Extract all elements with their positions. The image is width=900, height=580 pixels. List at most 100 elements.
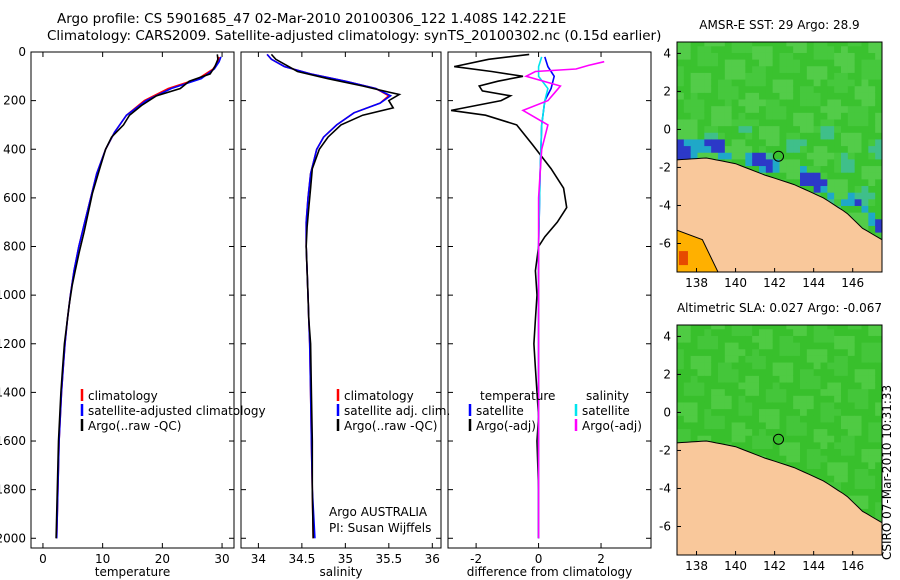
- x-tick-label: 146: [841, 559, 864, 573]
- field-cell: [752, 52, 760, 60]
- field-cell: [683, 99, 692, 107]
- field-cell: [800, 435, 808, 443]
- field-cell: [738, 375, 746, 383]
- field-cell: [690, 368, 698, 376]
- field-cell: [779, 92, 787, 100]
- field-cell: [793, 152, 801, 160]
- field-cell: [861, 401, 869, 410]
- field-cell: [813, 99, 821, 107]
- field-cell: [834, 461, 842, 470]
- field-cell: [765, 132, 774, 140]
- x-tick-label: 10: [95, 552, 110, 566]
- field-cell: [786, 172, 794, 180]
- field-cell: [868, 481, 876, 489]
- field-cell: [847, 205, 856, 213]
- x-tick-label: 144: [802, 559, 825, 573]
- field-cell: [786, 178, 794, 187]
- field-cell: [827, 118, 835, 127]
- field-cell: [704, 395, 712, 403]
- x-tick-label: 144: [802, 276, 825, 290]
- field-cell: [677, 59, 685, 67]
- field-cell: [847, 495, 856, 503]
- x-tick-label: 2: [597, 552, 605, 566]
- field-cell: [820, 185, 828, 193]
- field-cell: [772, 105, 780, 113]
- field-cell: [806, 59, 815, 67]
- field-cell: [765, 375, 774, 383]
- field-cell: [772, 375, 780, 383]
- field-cell: [868, 348, 876, 356]
- field-cell: [847, 112, 856, 120]
- field-cell: [738, 441, 746, 450]
- field-cell: [718, 118, 726, 127]
- field-cell: [820, 192, 828, 200]
- field-cell: [827, 92, 835, 100]
- field-cell: [779, 395, 787, 403]
- field-cell: [820, 59, 828, 67]
- field-cell: [827, 461, 835, 470]
- field-cell: [677, 72, 685, 80]
- field-cell: [800, 105, 808, 113]
- field-cell: [724, 99, 733, 107]
- field-cell: [800, 92, 808, 100]
- field-cell: [793, 85, 801, 93]
- field-cell: [711, 72, 719, 80]
- field-cell: [752, 328, 760, 336]
- field-cell: [820, 408, 828, 416]
- field-cell: [800, 79, 808, 87]
- field-cell: [861, 112, 869, 120]
- field-cell: [834, 401, 842, 410]
- field-cell: [786, 158, 794, 167]
- field-cell: [813, 42, 821, 47]
- field-cell: [683, 92, 692, 100]
- field-cell: [711, 375, 719, 383]
- field-cell: [875, 218, 882, 226]
- field-cell: [827, 158, 835, 167]
- field-cell: [759, 79, 767, 87]
- field-cell: [759, 375, 767, 383]
- field-cell: [847, 475, 856, 483]
- legend-label: temperature: [480, 389, 555, 403]
- field-cell: [738, 348, 746, 356]
- field-cell: [793, 342, 801, 350]
- field-cell: [841, 192, 849, 200]
- field-cell: [759, 342, 767, 350]
- y-tick-label: -6: [659, 519, 671, 533]
- field-cell: [882, 126, 889, 133]
- field-cell: [745, 435, 753, 443]
- field-cell: [738, 428, 746, 436]
- field-cell: [847, 145, 856, 153]
- field-cell: [820, 475, 828, 483]
- field-cell: [875, 152, 882, 160]
- field-cell: [772, 138, 780, 147]
- field-cell: [765, 408, 774, 416]
- field-cell: [793, 165, 801, 173]
- field-cell: [854, 395, 862, 403]
- warm-core: [678, 251, 688, 266]
- field-cell: [683, 388, 692, 396]
- field-cell: [875, 65, 882, 73]
- field-cell: [677, 118, 685, 127]
- field-cell: [827, 382, 835, 390]
- field-cell: [711, 395, 719, 403]
- field-cell: [786, 375, 794, 383]
- field-cell: [793, 388, 801, 396]
- field-cell: [752, 441, 760, 450]
- field-cell: [820, 92, 828, 100]
- field-cell: [677, 368, 685, 376]
- field-cell: [841, 158, 849, 167]
- field-cell: [813, 152, 821, 160]
- field-cell: [834, 355, 842, 363]
- field-cell: [745, 348, 753, 356]
- field-cell: [731, 342, 739, 350]
- field-cell: [779, 145, 787, 153]
- field-cell: [813, 421, 821, 430]
- field-cell: [820, 362, 828, 370]
- field-cell: [813, 342, 821, 350]
- field-cell: [738, 145, 746, 153]
- field-cell: [718, 335, 726, 343]
- field-cell: [759, 441, 767, 450]
- field-cell: [841, 408, 849, 416]
- field-cell: [868, 132, 876, 140]
- field-cell: [868, 72, 876, 80]
